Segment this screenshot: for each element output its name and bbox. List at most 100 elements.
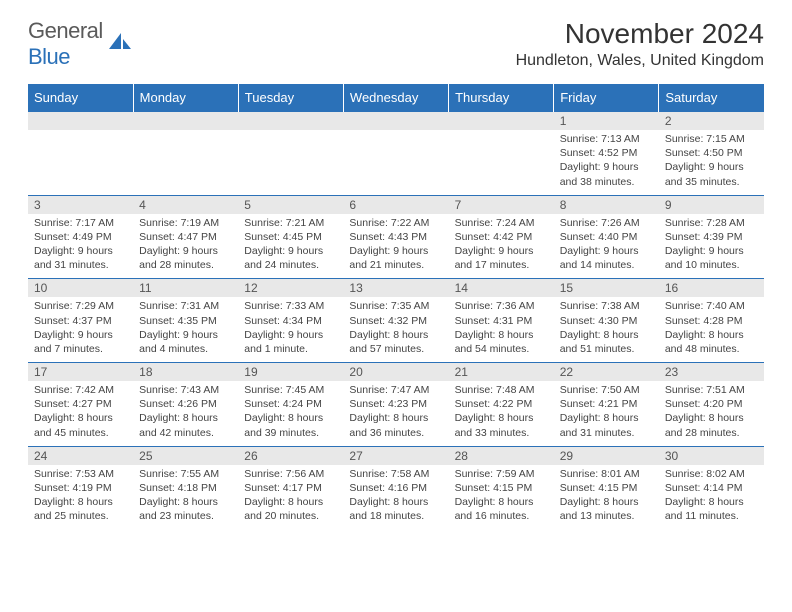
day-info: Sunrise: 7:29 AMSunset: 4:37 PMDaylight:… bbox=[28, 297, 133, 362]
day-number bbox=[133, 112, 238, 130]
day-info bbox=[238, 130, 343, 178]
day-info: Sunrise: 7:58 AMSunset: 4:16 PMDaylight:… bbox=[343, 465, 448, 530]
header: General Blue November 2024 Hundleton, Wa… bbox=[0, 0, 792, 78]
day-cell bbox=[238, 112, 343, 196]
day-number: 8 bbox=[554, 196, 659, 214]
day-cell: 19Sunrise: 7:45 AMSunset: 4:24 PMDayligh… bbox=[238, 363, 343, 447]
logo-text-blue: Blue bbox=[28, 44, 70, 69]
day-number: 14 bbox=[449, 279, 554, 297]
day-info: Sunrise: 7:36 AMSunset: 4:31 PMDaylight:… bbox=[449, 297, 554, 362]
day-cell: 24Sunrise: 7:53 AMSunset: 4:19 PMDayligh… bbox=[28, 446, 133, 529]
day-cell: 26Sunrise: 7:56 AMSunset: 4:17 PMDayligh… bbox=[238, 446, 343, 529]
location: Hundleton, Wales, United Kingdom bbox=[516, 52, 764, 70]
day-cell: 10Sunrise: 7:29 AMSunset: 4:37 PMDayligh… bbox=[28, 279, 133, 363]
sail-icon bbox=[107, 31, 133, 58]
day-info bbox=[343, 130, 448, 178]
calendar: SundayMondayTuesdayWednesdayThursdayFrid… bbox=[0, 84, 792, 529]
day-cell: 14Sunrise: 7:36 AMSunset: 4:31 PMDayligh… bbox=[449, 279, 554, 363]
week-row: 24Sunrise: 7:53 AMSunset: 4:19 PMDayligh… bbox=[28, 446, 764, 529]
day-info: Sunrise: 7:19 AMSunset: 4:47 PMDaylight:… bbox=[133, 214, 238, 279]
day-info: Sunrise: 7:15 AMSunset: 4:50 PMDaylight:… bbox=[659, 130, 764, 195]
day-number bbox=[238, 112, 343, 130]
day-info: Sunrise: 8:02 AMSunset: 4:14 PMDaylight:… bbox=[659, 465, 764, 530]
day-info: Sunrise: 7:43 AMSunset: 4:26 PMDaylight:… bbox=[133, 381, 238, 446]
day-cell: 8Sunrise: 7:26 AMSunset: 4:40 PMDaylight… bbox=[554, 195, 659, 279]
day-info: Sunrise: 7:48 AMSunset: 4:22 PMDaylight:… bbox=[449, 381, 554, 446]
month-title: November 2024 bbox=[516, 18, 764, 50]
day-number: 13 bbox=[343, 279, 448, 297]
day-cell: 29Sunrise: 8:01 AMSunset: 4:15 PMDayligh… bbox=[554, 446, 659, 529]
day-info: Sunrise: 7:56 AMSunset: 4:17 PMDaylight:… bbox=[238, 465, 343, 530]
day-info: Sunrise: 7:26 AMSunset: 4:40 PMDaylight:… bbox=[554, 214, 659, 279]
day-cell: 15Sunrise: 7:38 AMSunset: 4:30 PMDayligh… bbox=[554, 279, 659, 363]
day-info: Sunrise: 7:55 AMSunset: 4:18 PMDaylight:… bbox=[133, 465, 238, 530]
day-number: 20 bbox=[343, 363, 448, 381]
day-number: 6 bbox=[343, 196, 448, 214]
day-number: 22 bbox=[554, 363, 659, 381]
day-info: Sunrise: 7:22 AMSunset: 4:43 PMDaylight:… bbox=[343, 214, 448, 279]
day-info: Sunrise: 7:47 AMSunset: 4:23 PMDaylight:… bbox=[343, 381, 448, 446]
day-cell bbox=[133, 112, 238, 196]
day-info bbox=[28, 130, 133, 178]
day-number: 4 bbox=[133, 196, 238, 214]
day-number: 2 bbox=[659, 112, 764, 130]
day-number: 25 bbox=[133, 447, 238, 465]
calendar-table: SundayMondayTuesdayWednesdayThursdayFrid… bbox=[28, 84, 764, 529]
day-number: 16 bbox=[659, 279, 764, 297]
day-of-week-header: Wednesday bbox=[343, 84, 448, 112]
day-info bbox=[449, 130, 554, 178]
day-number: 12 bbox=[238, 279, 343, 297]
day-cell: 5Sunrise: 7:21 AMSunset: 4:45 PMDaylight… bbox=[238, 195, 343, 279]
day-of-week-header: Sunday bbox=[28, 84, 133, 112]
day-cell: 20Sunrise: 7:47 AMSunset: 4:23 PMDayligh… bbox=[343, 363, 448, 447]
day-info: Sunrise: 7:45 AMSunset: 4:24 PMDaylight:… bbox=[238, 381, 343, 446]
day-cell: 3Sunrise: 7:17 AMSunset: 4:49 PMDaylight… bbox=[28, 195, 133, 279]
day-number: 29 bbox=[554, 447, 659, 465]
day-number: 28 bbox=[449, 447, 554, 465]
day-cell: 17Sunrise: 7:42 AMSunset: 4:27 PMDayligh… bbox=[28, 363, 133, 447]
day-info: Sunrise: 7:13 AMSunset: 4:52 PMDaylight:… bbox=[554, 130, 659, 195]
day-info: Sunrise: 7:53 AMSunset: 4:19 PMDaylight:… bbox=[28, 465, 133, 530]
day-number: 21 bbox=[449, 363, 554, 381]
day-number bbox=[28, 112, 133, 130]
day-cell: 21Sunrise: 7:48 AMSunset: 4:22 PMDayligh… bbox=[449, 363, 554, 447]
week-row: 3Sunrise: 7:17 AMSunset: 4:49 PMDaylight… bbox=[28, 195, 764, 279]
day-number: 9 bbox=[659, 196, 764, 214]
weeks-body: 1Sunrise: 7:13 AMSunset: 4:52 PMDaylight… bbox=[28, 112, 764, 530]
day-number: 15 bbox=[554, 279, 659, 297]
day-info bbox=[133, 130, 238, 178]
day-cell: 11Sunrise: 7:31 AMSunset: 4:35 PMDayligh… bbox=[133, 279, 238, 363]
day-cell: 6Sunrise: 7:22 AMSunset: 4:43 PMDaylight… bbox=[343, 195, 448, 279]
day-of-week-header: Monday bbox=[133, 84, 238, 112]
day-cell: 22Sunrise: 7:50 AMSunset: 4:21 PMDayligh… bbox=[554, 363, 659, 447]
day-number bbox=[449, 112, 554, 130]
day-info: Sunrise: 7:35 AMSunset: 4:32 PMDaylight:… bbox=[343, 297, 448, 362]
day-number: 11 bbox=[133, 279, 238, 297]
day-number: 5 bbox=[238, 196, 343, 214]
week-row: 10Sunrise: 7:29 AMSunset: 4:37 PMDayligh… bbox=[28, 279, 764, 363]
day-cell bbox=[449, 112, 554, 196]
day-info: Sunrise: 8:01 AMSunset: 4:15 PMDaylight:… bbox=[554, 465, 659, 530]
day-cell: 27Sunrise: 7:58 AMSunset: 4:16 PMDayligh… bbox=[343, 446, 448, 529]
day-number: 7 bbox=[449, 196, 554, 214]
day-info: Sunrise: 7:21 AMSunset: 4:45 PMDaylight:… bbox=[238, 214, 343, 279]
day-number: 1 bbox=[554, 112, 659, 130]
day-cell: 30Sunrise: 8:02 AMSunset: 4:14 PMDayligh… bbox=[659, 446, 764, 529]
day-info: Sunrise: 7:51 AMSunset: 4:20 PMDaylight:… bbox=[659, 381, 764, 446]
day-number bbox=[343, 112, 448, 130]
day-cell: 23Sunrise: 7:51 AMSunset: 4:20 PMDayligh… bbox=[659, 363, 764, 447]
day-of-week-header: Saturday bbox=[659, 84, 764, 112]
day-info: Sunrise: 7:31 AMSunset: 4:35 PMDaylight:… bbox=[133, 297, 238, 362]
day-number: 18 bbox=[133, 363, 238, 381]
day-number: 3 bbox=[28, 196, 133, 214]
day-number: 26 bbox=[238, 447, 343, 465]
day-number: 27 bbox=[343, 447, 448, 465]
day-number: 10 bbox=[28, 279, 133, 297]
day-cell: 18Sunrise: 7:43 AMSunset: 4:26 PMDayligh… bbox=[133, 363, 238, 447]
day-info: Sunrise: 7:17 AMSunset: 4:49 PMDaylight:… bbox=[28, 214, 133, 279]
day-cell: 16Sunrise: 7:40 AMSunset: 4:28 PMDayligh… bbox=[659, 279, 764, 363]
days-of-week-row: SundayMondayTuesdayWednesdayThursdayFrid… bbox=[28, 84, 764, 112]
day-cell: 2Sunrise: 7:15 AMSunset: 4:50 PMDaylight… bbox=[659, 112, 764, 196]
day-cell bbox=[343, 112, 448, 196]
week-row: 17Sunrise: 7:42 AMSunset: 4:27 PMDayligh… bbox=[28, 363, 764, 447]
